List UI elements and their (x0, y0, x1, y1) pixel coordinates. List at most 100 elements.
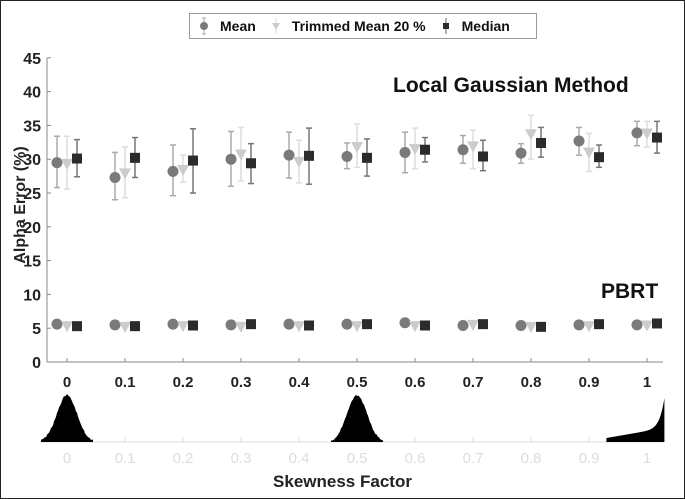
mean-marker (110, 319, 121, 330)
histogram-peak-1 (606, 395, 664, 442)
y-tick-label: 0 (32, 355, 41, 372)
trimmed-mean-marker (525, 129, 537, 140)
y-tick-label: 5 (32, 321, 41, 338)
mean-marker (226, 154, 237, 165)
median-marker (478, 151, 488, 161)
mean-marker (400, 147, 411, 158)
median-marker (362, 319, 372, 329)
median-marker (72, 154, 82, 164)
x-tick-label: 0.9 (579, 374, 600, 391)
histogram-peak-0 (41, 395, 93, 442)
mean-marker (110, 172, 121, 183)
x-tick-label: 0.7 (463, 374, 484, 391)
median-marker (478, 319, 488, 329)
histogram-tick-label: 0.4 (289, 450, 310, 467)
legend-label-trimmed-mean: Trimmed Mean 20 % (292, 18, 426, 34)
trimmed-mean-marker (61, 321, 73, 332)
mean-marker (458, 320, 469, 331)
legend: Mean Trimmed Mean 20 % Median (189, 13, 537, 39)
legend-item-median: Median (440, 17, 516, 35)
x-tick-label: 0.4 (289, 374, 311, 391)
histogram-tick-label: 0 (63, 450, 71, 467)
triangle-marker-icon (270, 17, 282, 35)
y-tick-label: 35 (23, 118, 41, 135)
mean-marker (400, 317, 411, 328)
median-marker (652, 318, 662, 328)
median-marker (246, 319, 256, 329)
x-axis-label: Skewness Factor (0, 472, 685, 492)
mean-marker (168, 166, 179, 177)
y-axis-label: Alpha Error (%) (12, 140, 30, 270)
trimmed-mean-marker (583, 321, 595, 332)
mean-marker (574, 319, 585, 330)
y-tick-label: 40 (23, 85, 41, 102)
trimmed-mean-marker (467, 320, 479, 331)
mean-marker (226, 319, 237, 330)
legend-label-mean: Mean (220, 18, 256, 34)
median-marker (362, 153, 372, 163)
median-marker (594, 319, 604, 329)
histogram-tick-label: 0.6 (405, 450, 426, 467)
trimmed-mean-marker (409, 321, 421, 332)
y-tick-label: 45 (23, 51, 41, 68)
trimmed-mean-marker (235, 149, 247, 160)
mean-marker (168, 319, 179, 330)
trimmed-mean-marker (641, 320, 653, 331)
mean-marker (284, 319, 295, 330)
median-marker (130, 321, 140, 331)
trimmed-mean-marker (119, 168, 131, 179)
legend-label-median: Median (462, 18, 510, 34)
histogram-tick-label: 0.5 (347, 450, 368, 467)
histogram-tick-label: 1 (643, 450, 651, 467)
legend-item-mean: Mean (198, 17, 262, 35)
x-tick-label: 0.3 (231, 374, 252, 391)
mean-marker (342, 151, 353, 162)
trimmed-mean-marker (119, 322, 131, 333)
histogram-tick-label: 0.7 (463, 450, 484, 467)
trimmed-mean-marker (293, 321, 305, 332)
trimmed-mean-marker (351, 321, 363, 332)
histogram-tick-label: 0.8 (521, 450, 542, 467)
mean-marker (52, 157, 63, 168)
trimmed-mean-marker (351, 142, 363, 153)
mean-marker (632, 127, 643, 138)
y-tick-label: 10 (23, 287, 41, 304)
mean-marker (632, 319, 643, 330)
square-marker-icon (440, 17, 452, 35)
circle-marker-icon (198, 17, 210, 35)
x-tick-label: 0.2 (173, 374, 194, 391)
median-marker (652, 133, 662, 143)
median-marker (594, 152, 604, 162)
median-marker (188, 320, 198, 330)
trimmed-mean-marker (61, 159, 73, 170)
x-tick-label: 0 (63, 374, 71, 391)
trimmed-mean-marker (641, 129, 653, 140)
histogram-tick-label: 0.3 (231, 450, 252, 467)
legend-item-trimmed-mean: Trimmed Mean 20 % (270, 17, 432, 35)
median-marker (304, 151, 314, 161)
median-marker (188, 156, 198, 166)
histogram-tick-label: 0.9 (579, 450, 600, 467)
x-tick-label: 0.6 (405, 374, 426, 391)
median-marker (304, 320, 314, 330)
trimmed-mean-marker (177, 321, 189, 332)
median-marker (420, 145, 430, 155)
median-marker (420, 320, 430, 330)
histogram-tick-label: 0.2 (173, 450, 194, 467)
mean-marker (516, 320, 527, 331)
pbrt-label: PBRT (601, 280, 658, 304)
mean-marker (52, 319, 63, 330)
trimmed-mean-marker (525, 322, 537, 333)
trimmed-mean-marker (293, 157, 305, 168)
trimmed-mean-marker (467, 141, 479, 152)
mean-marker (342, 319, 353, 330)
trimmed-mean-marker (235, 322, 247, 333)
local-gaussian-label: Local Gaussian Method (393, 74, 629, 98)
mean-marker (574, 135, 585, 146)
mean-marker (458, 144, 469, 155)
mean-marker (284, 150, 295, 161)
x-tick-label: 0.1 (115, 374, 136, 391)
histogram-tick-label: 0.1 (115, 450, 136, 467)
x-tick-label: 1 (643, 374, 651, 391)
histogram-peak-05 (331, 395, 383, 442)
